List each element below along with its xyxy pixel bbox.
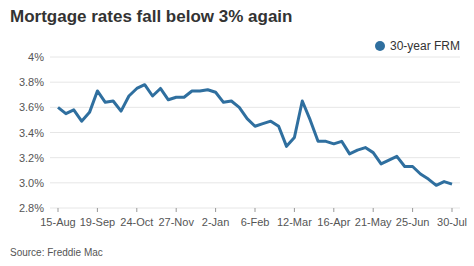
y-tick-label: 3.6% <box>19 101 44 113</box>
x-tick-label: 16-Apr <box>317 216 350 228</box>
x-tick-label: 19-Sep <box>80 216 115 228</box>
x-tick-label: 27-Nov <box>158 216 194 228</box>
x-tick-label: 24-Oct <box>120 216 153 228</box>
x-tick <box>215 208 216 212</box>
source: Source: Freddie Mac <box>10 247 103 258</box>
x-tick-label: 21-May <box>355 216 392 228</box>
x-tick-label: 15-Aug <box>40 216 75 228</box>
x-tick <box>58 208 59 212</box>
x-tick-label: 6-Feb <box>241 216 270 228</box>
y-tick-label: 3.4% <box>19 127 44 139</box>
x-tick <box>373 208 374 212</box>
y-tick-label: 3.8% <box>19 76 44 88</box>
y-tick-label: 3.2% <box>19 152 44 164</box>
x-tick-label: 25-Jun <box>396 216 430 228</box>
grid-line <box>50 107 460 108</box>
grid-line <box>50 82 460 83</box>
grid-line <box>50 132 460 133</box>
x-tick <box>176 208 177 212</box>
x-tick-label: 30-Jul <box>437 216 467 228</box>
series-line <box>58 85 452 186</box>
x-tick <box>294 208 295 212</box>
chart: Mortgage rates fall below 3% again 2.8% 3.… <box>0 0 474 266</box>
x-tick <box>333 208 334 212</box>
x-tick-label: 12-Mar <box>277 216 312 228</box>
y-tick-label: 3.0% <box>19 177 44 189</box>
plot-area <box>58 85 452 186</box>
title: Mortgage rates fall below 3% again <box>10 7 292 26</box>
grid-line <box>50 57 460 58</box>
legend-label: 30-year FRM <box>390 39 460 53</box>
x-tick <box>452 208 453 212</box>
x-tick <box>255 208 256 212</box>
grid-line <box>50 182 460 183</box>
x-tick <box>97 208 98 212</box>
y-tick-label: 2.8% <box>19 202 44 214</box>
x-tick <box>412 208 413 212</box>
background <box>0 0 474 266</box>
legend-marker <box>375 41 385 51</box>
x-tick <box>136 208 137 212</box>
y-tick-label: 4% <box>28 51 44 63</box>
x-tick-label: 2-Jan <box>202 216 230 228</box>
